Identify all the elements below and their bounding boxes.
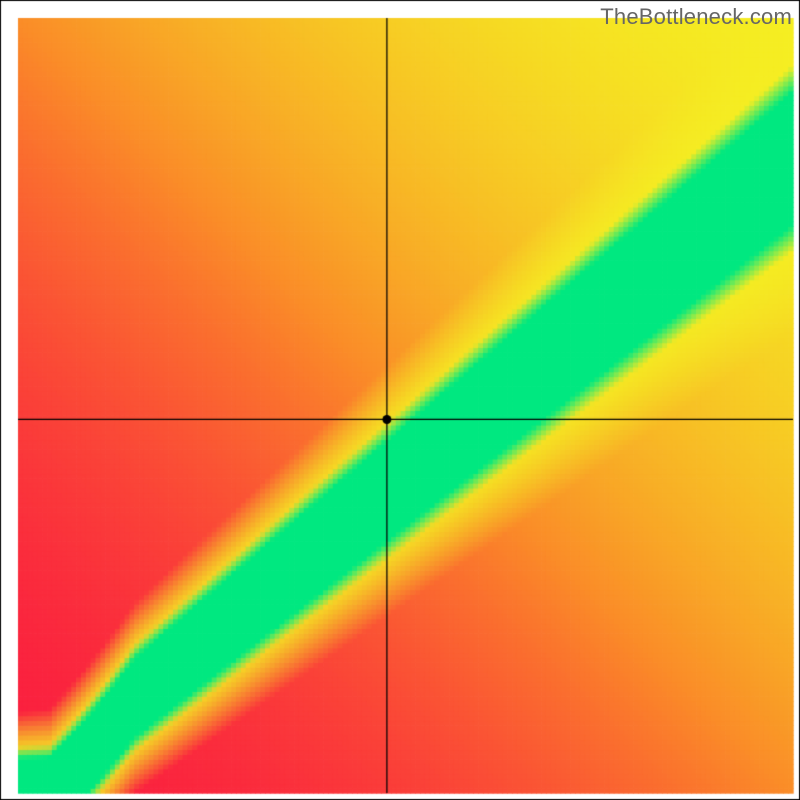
- watermark-text: TheBottleneck.com: [600, 4, 792, 30]
- chart-container: { "watermark": { "text": "TheBottleneck.…: [0, 0, 800, 800]
- bottleneck-heatmap: [0, 0, 800, 800]
